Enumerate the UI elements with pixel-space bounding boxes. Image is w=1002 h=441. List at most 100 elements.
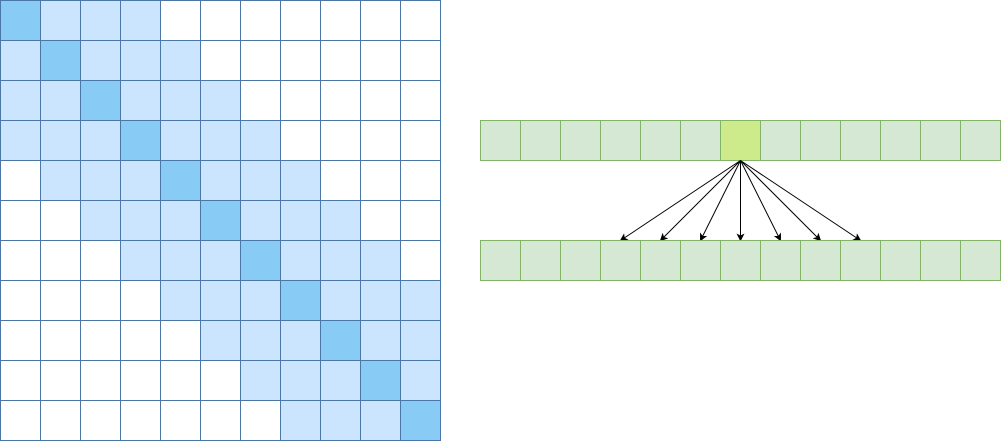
source-token-9: [840, 120, 881, 161]
attention-arrow-7: [740, 160, 781, 242]
matrix-cell-diagonal-r4-c4: [160, 160, 201, 201]
target-token-10: [880, 240, 921, 281]
matrix-cell-empty-r5-c1: [40, 200, 81, 241]
query-token: [720, 120, 761, 161]
matrix-cell-empty-r9-c5: [200, 360, 241, 401]
matrix-cell-band-r3-c4: [160, 120, 201, 161]
target-token-8: [800, 240, 841, 281]
matrix-cell-diagonal-r8-c8: [320, 320, 361, 361]
matrix-cell-band-r0-c3: [120, 0, 161, 41]
matrix-cell-empty-r2-c8: [320, 80, 361, 121]
target-token-12: [960, 240, 1001, 281]
target-token-5: [680, 240, 721, 281]
matrix-cell-band-r6-c7: [280, 240, 321, 281]
attention-arrow-4: [659, 160, 741, 242]
matrix-cell-band-r8-c5: [200, 320, 241, 361]
matrix-cell-band-r1-c0: [0, 40, 41, 81]
source-token-1: [520, 120, 561, 161]
matrix-cell-band-r4-c1: [40, 160, 81, 201]
source-sequence: [480, 120, 1001, 161]
target-token-1: [520, 240, 561, 281]
matrix-cell-band-r4-c5: [200, 160, 241, 201]
matrix-cell-empty-r10-c0: [0, 400, 41, 441]
matrix-cell-empty-r7-c1: [40, 280, 81, 321]
matrix-cell-empty-r5-c9: [360, 200, 401, 241]
matrix-cell-band-r4-c7: [280, 160, 321, 201]
matrix-cell-empty-r4-c9: [360, 160, 401, 201]
matrix-cell-band-r3-c0: [0, 120, 41, 161]
matrix-cell-band-r4-c3: [120, 160, 161, 201]
matrix-cell-empty-r3-c9: [360, 120, 401, 161]
matrix-cell-empty-r9-c0: [0, 360, 41, 401]
matrix-cell-band-r3-c5: [200, 120, 241, 161]
matrix-cell-empty-r5-c10: [400, 200, 441, 241]
matrix-cell-diagonal-r5-c5: [200, 200, 241, 241]
matrix-cell-band-r0-c1: [40, 0, 81, 41]
matrix-cell-empty-r6-c1: [40, 240, 81, 281]
matrix-cell-empty-r7-c0: [0, 280, 41, 321]
matrix-cell-diagonal-r6-c6: [240, 240, 281, 281]
source-token-3: [600, 120, 641, 161]
attention-matrix: [0, 0, 441, 441]
matrix-cell-empty-r5-c0: [0, 200, 41, 241]
matrix-cell-band-r2-c4: [160, 80, 201, 121]
matrix-cell-empty-r0-c8: [320, 0, 361, 41]
matrix-cell-empty-r1-c10: [400, 40, 441, 81]
target-token-11: [920, 240, 961, 281]
matrix-cell-empty-r8-c0: [0, 320, 41, 361]
matrix-cell-band-r8-c6: [240, 320, 281, 361]
matrix-cell-diagonal-r2-c2: [80, 80, 121, 121]
target-sequence: [480, 240, 1001, 281]
matrix-cell-band-r0-c2: [80, 0, 121, 41]
matrix-cell-band-r3-c2: [80, 120, 121, 161]
matrix-cell-empty-r9-c2: [80, 360, 121, 401]
matrix-cell-empty-r8-c2: [80, 320, 121, 361]
matrix-cell-empty-r2-c10: [400, 80, 441, 121]
matrix-cell-diagonal-r9-c9: [360, 360, 401, 401]
matrix-cell-band-r5-c4: [160, 200, 201, 241]
matrix-cell-band-r6-c3: [120, 240, 161, 281]
matrix-cell-empty-r6-c2: [80, 240, 121, 281]
matrix-cell-band-r6-c5: [200, 240, 241, 281]
matrix-cell-empty-r10-c3: [120, 400, 161, 441]
matrix-cell-diagonal-r3-c3: [120, 120, 161, 161]
matrix-cell-band-r5-c7: [280, 200, 321, 241]
matrix-cell-band-r6-c8: [320, 240, 361, 281]
matrix-cell-empty-r10-c2: [80, 400, 121, 441]
matrix-cell-empty-r3-c8: [320, 120, 361, 161]
matrix-cell-band-r4-c6: [240, 160, 281, 201]
matrix-cell-empty-r7-c2: [80, 280, 121, 321]
matrix-cell-empty-r10-c6: [240, 400, 281, 441]
matrix-cell-empty-r6-c10: [400, 240, 441, 281]
matrix-cell-band-r6-c4: [160, 240, 201, 281]
matrix-cell-band-r8-c9: [360, 320, 401, 361]
matrix-cell-empty-r8-c3: [120, 320, 161, 361]
matrix-cell-band-r2-c1: [40, 80, 81, 121]
target-token-2: [560, 240, 601, 281]
matrix-cell-band-r7-c5: [200, 280, 241, 321]
matrix-cell-empty-r3-c7: [280, 120, 321, 161]
matrix-cell-empty-r7-c3: [120, 280, 161, 321]
target-token-7: [760, 240, 801, 281]
matrix-cell-empty-r4-c10: [400, 160, 441, 201]
matrix-cell-empty-r3-c10: [400, 120, 441, 161]
source-token-5: [680, 120, 721, 161]
matrix-cell-empty-r9-c4: [160, 360, 201, 401]
target-token-3: [600, 240, 641, 281]
source-token-0: [480, 120, 521, 161]
matrix-cell-empty-r10-c1: [40, 400, 81, 441]
matrix-cell-empty-r9-c1: [40, 360, 81, 401]
matrix-cell-band-r4-c2: [80, 160, 121, 201]
target-token-9: [840, 240, 881, 281]
matrix-cell-empty-r0-c7: [280, 0, 321, 41]
matrix-cell-band-r9-c6: [240, 360, 281, 401]
matrix-cell-empty-r2-c9: [360, 80, 401, 121]
target-token-4: [640, 240, 681, 281]
matrix-cell-empty-r2-c6: [240, 80, 281, 121]
matrix-cell-band-r5-c6: [240, 200, 281, 241]
matrix-cell-empty-r1-c8: [320, 40, 361, 81]
matrix-cell-empty-r10-c5: [200, 400, 241, 441]
attention-arrow-9: [740, 160, 862, 242]
source-token-11: [920, 120, 961, 161]
source-token-4: [640, 120, 681, 161]
